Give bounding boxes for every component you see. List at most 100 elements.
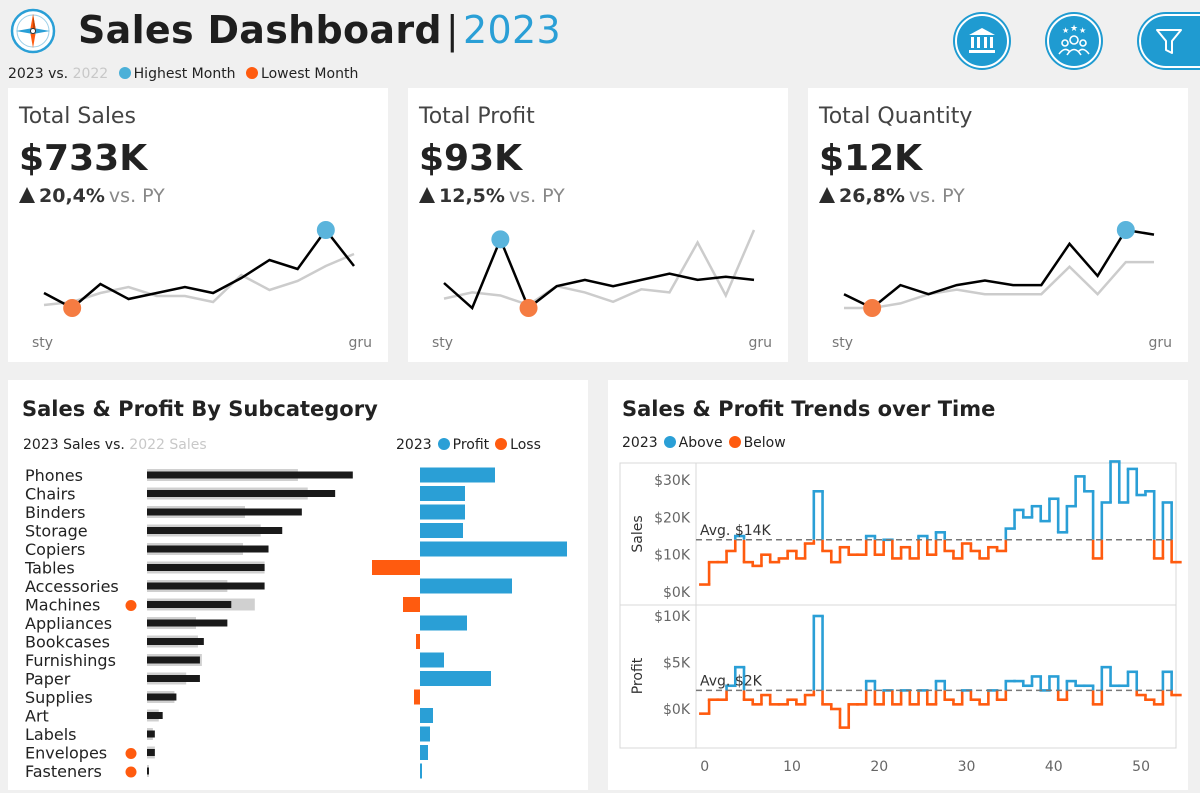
kpi-x-start: sty: [32, 335, 54, 351]
above-dot-icon: [663, 436, 676, 448]
subcategory-label: Accessories: [25, 577, 119, 596]
kpi-value: $93K: [419, 138, 523, 179]
profit-bar: [420, 504, 465, 520]
trends-title: Sales & Profit Trends over Time: [622, 397, 996, 421]
people-button[interactable]: ★ ★ ★: [1045, 12, 1103, 70]
sales-2023-bar: [147, 767, 149, 775]
sales-2023-bar: [147, 712, 163, 719]
x-tick-label: 50: [1132, 759, 1150, 775]
kpi-value: $733K: [19, 138, 148, 179]
funnel-icon: [1156, 29, 1182, 54]
kpi-x-end: gru: [1148, 335, 1172, 351]
highest-month-marker: [1116, 221, 1135, 239]
profit-tick-label: $0K: [663, 702, 691, 718]
profit-bar: [420, 523, 463, 538]
filter-button[interactable]: [1137, 12, 1200, 70]
profit-bar: [420, 467, 495, 483]
sales-2023-bar: [147, 508, 302, 516]
svg-text:★: ★: [1062, 26, 1069, 35]
profit-bar: [420, 541, 567, 557]
profit-bar: [420, 671, 491, 686]
kpi-x-end: gru: [748, 335, 772, 351]
bank-icon: [969, 28, 995, 53]
profit-average-label: Avg. $2K: [700, 673, 763, 689]
profit-bar: [420, 486, 465, 501]
loss-dot-icon: [495, 438, 508, 450]
loss-bar: [416, 634, 420, 649]
sales-2023-bar: [147, 490, 336, 497]
kpi-sparkline: [43, 221, 355, 317]
sales-2023-bar: [147, 675, 200, 682]
sales-axis-label: Sales: [630, 515, 646, 552]
up-triangle-icon: [419, 187, 435, 203]
subcategory-label: Storage: [25, 522, 88, 541]
trends-legend-year: 2023: [622, 435, 658, 451]
x-tick-label: 30: [958, 759, 976, 775]
x-tick-label: 20: [870, 759, 888, 775]
legend-previous-year: 2022: [72, 66, 109, 82]
title-separator: |: [445, 8, 460, 52]
subcategory-chart: PhonesChairsBindersStorageCopiersTablesA…: [24, 466, 567, 781]
sales-2023-bar: [147, 564, 265, 571]
subcategory-label: Envelopes: [25, 744, 107, 763]
x-tick-label: 40: [1045, 759, 1063, 775]
lowest-month-marker: [863, 299, 882, 317]
kpi-delta-label: vs. PY: [508, 185, 565, 207]
sales-2023-bar: [147, 527, 283, 534]
legend-current-year: 2023 vs.: [8, 66, 69, 82]
subcategory-title: Sales & Profit By Subcategory: [22, 397, 378, 421]
subcategory-label: Binders: [25, 503, 85, 522]
page-title: Sales Dashboard | 2023: [78, 8, 561, 52]
sales-2023-bar: [147, 545, 269, 553]
svg-text:★: ★: [1079, 26, 1086, 35]
up-triangle-icon: [819, 187, 835, 203]
kpi-sparkline: [843, 221, 1155, 317]
dashboard-header: Sales Dashboard | 2023 ★ ★ ★ 2023 vs. 2022 H…: [0, 0, 1200, 88]
kpi-card-profit[interactable]: Total Profit $93K 12,5% vs. PY sty gru: [408, 88, 788, 362]
subcategory-label: Phones: [25, 466, 83, 485]
kpi-delta-value: 20,4%: [39, 185, 105, 207]
profit-bar: [420, 615, 467, 631]
profit-bar: [420, 763, 422, 779]
subcategory-label: Art: [25, 707, 49, 726]
highest-month-marker: [491, 230, 510, 249]
subcategory-label: Supplies: [25, 688, 93, 707]
profit-tick-label: $5K: [663, 656, 691, 672]
sales-legend-current: 2023 Sales vs.: [23, 437, 125, 453]
sales-legend-previous: 2022 Sales: [129, 437, 207, 453]
kpi-delta: 12,5% vs. PY: [419, 185, 565, 207]
sales-2023-bar: [147, 619, 228, 627]
highest-month-marker: [316, 221, 335, 239]
subcategory-label: Tables: [24, 559, 75, 578]
kpi-card-quantity[interactable]: Total Quantity $12K 26,8% vs. PY sty gru: [808, 88, 1188, 362]
current-year-line: [43, 227, 355, 310]
highest-dot-icon: [118, 67, 131, 79]
x-tick-label: 0: [700, 759, 709, 775]
profit-legend-label: Profit: [452, 437, 490, 453]
loss-indicator-dot: [125, 748, 137, 759]
subcategory-panel: Sales & Profit By Subcategory 2023 Sales…: [8, 380, 588, 790]
subcategory-label: Paper: [25, 670, 71, 689]
title-text: Sales Dashboard: [78, 8, 442, 52]
title-year: 2023: [463, 8, 561, 52]
trends-chart: $30K $20K $10K $0K $10K $5K $0K Sales Profit 0 10 2…: [619, 460, 1182, 775]
loss-legend-label: Loss: [510, 437, 541, 453]
loss-bar: [403, 597, 420, 612]
kpi-x-start: sty: [832, 335, 854, 351]
trends-legend-below: Below: [743, 435, 786, 451]
previous-year-line: [443, 229, 756, 307]
up-triangle-icon: [19, 187, 35, 203]
trends-legend: 2023 Above Below: [622, 435, 786, 451]
profit-bar: [420, 726, 430, 742]
sales-tick-label: $0K: [663, 585, 691, 601]
bank-button[interactable]: [953, 12, 1011, 70]
sales-2023-bar: [147, 730, 155, 738]
kpi-card-sales[interactable]: Total Sales $733K 20,4% vs. PY sty gru: [8, 88, 388, 362]
kpi-sparkline: [443, 229, 756, 317]
trends-legend-above: Above: [678, 435, 723, 451]
loss-bar: [372, 560, 420, 575]
previous-year-line: [43, 252, 355, 307]
lowest-dot-icon: [246, 67, 259, 79]
lowest-month-marker: [63, 299, 82, 317]
people-stars-icon: ★ ★ ★: [1058, 24, 1090, 56]
